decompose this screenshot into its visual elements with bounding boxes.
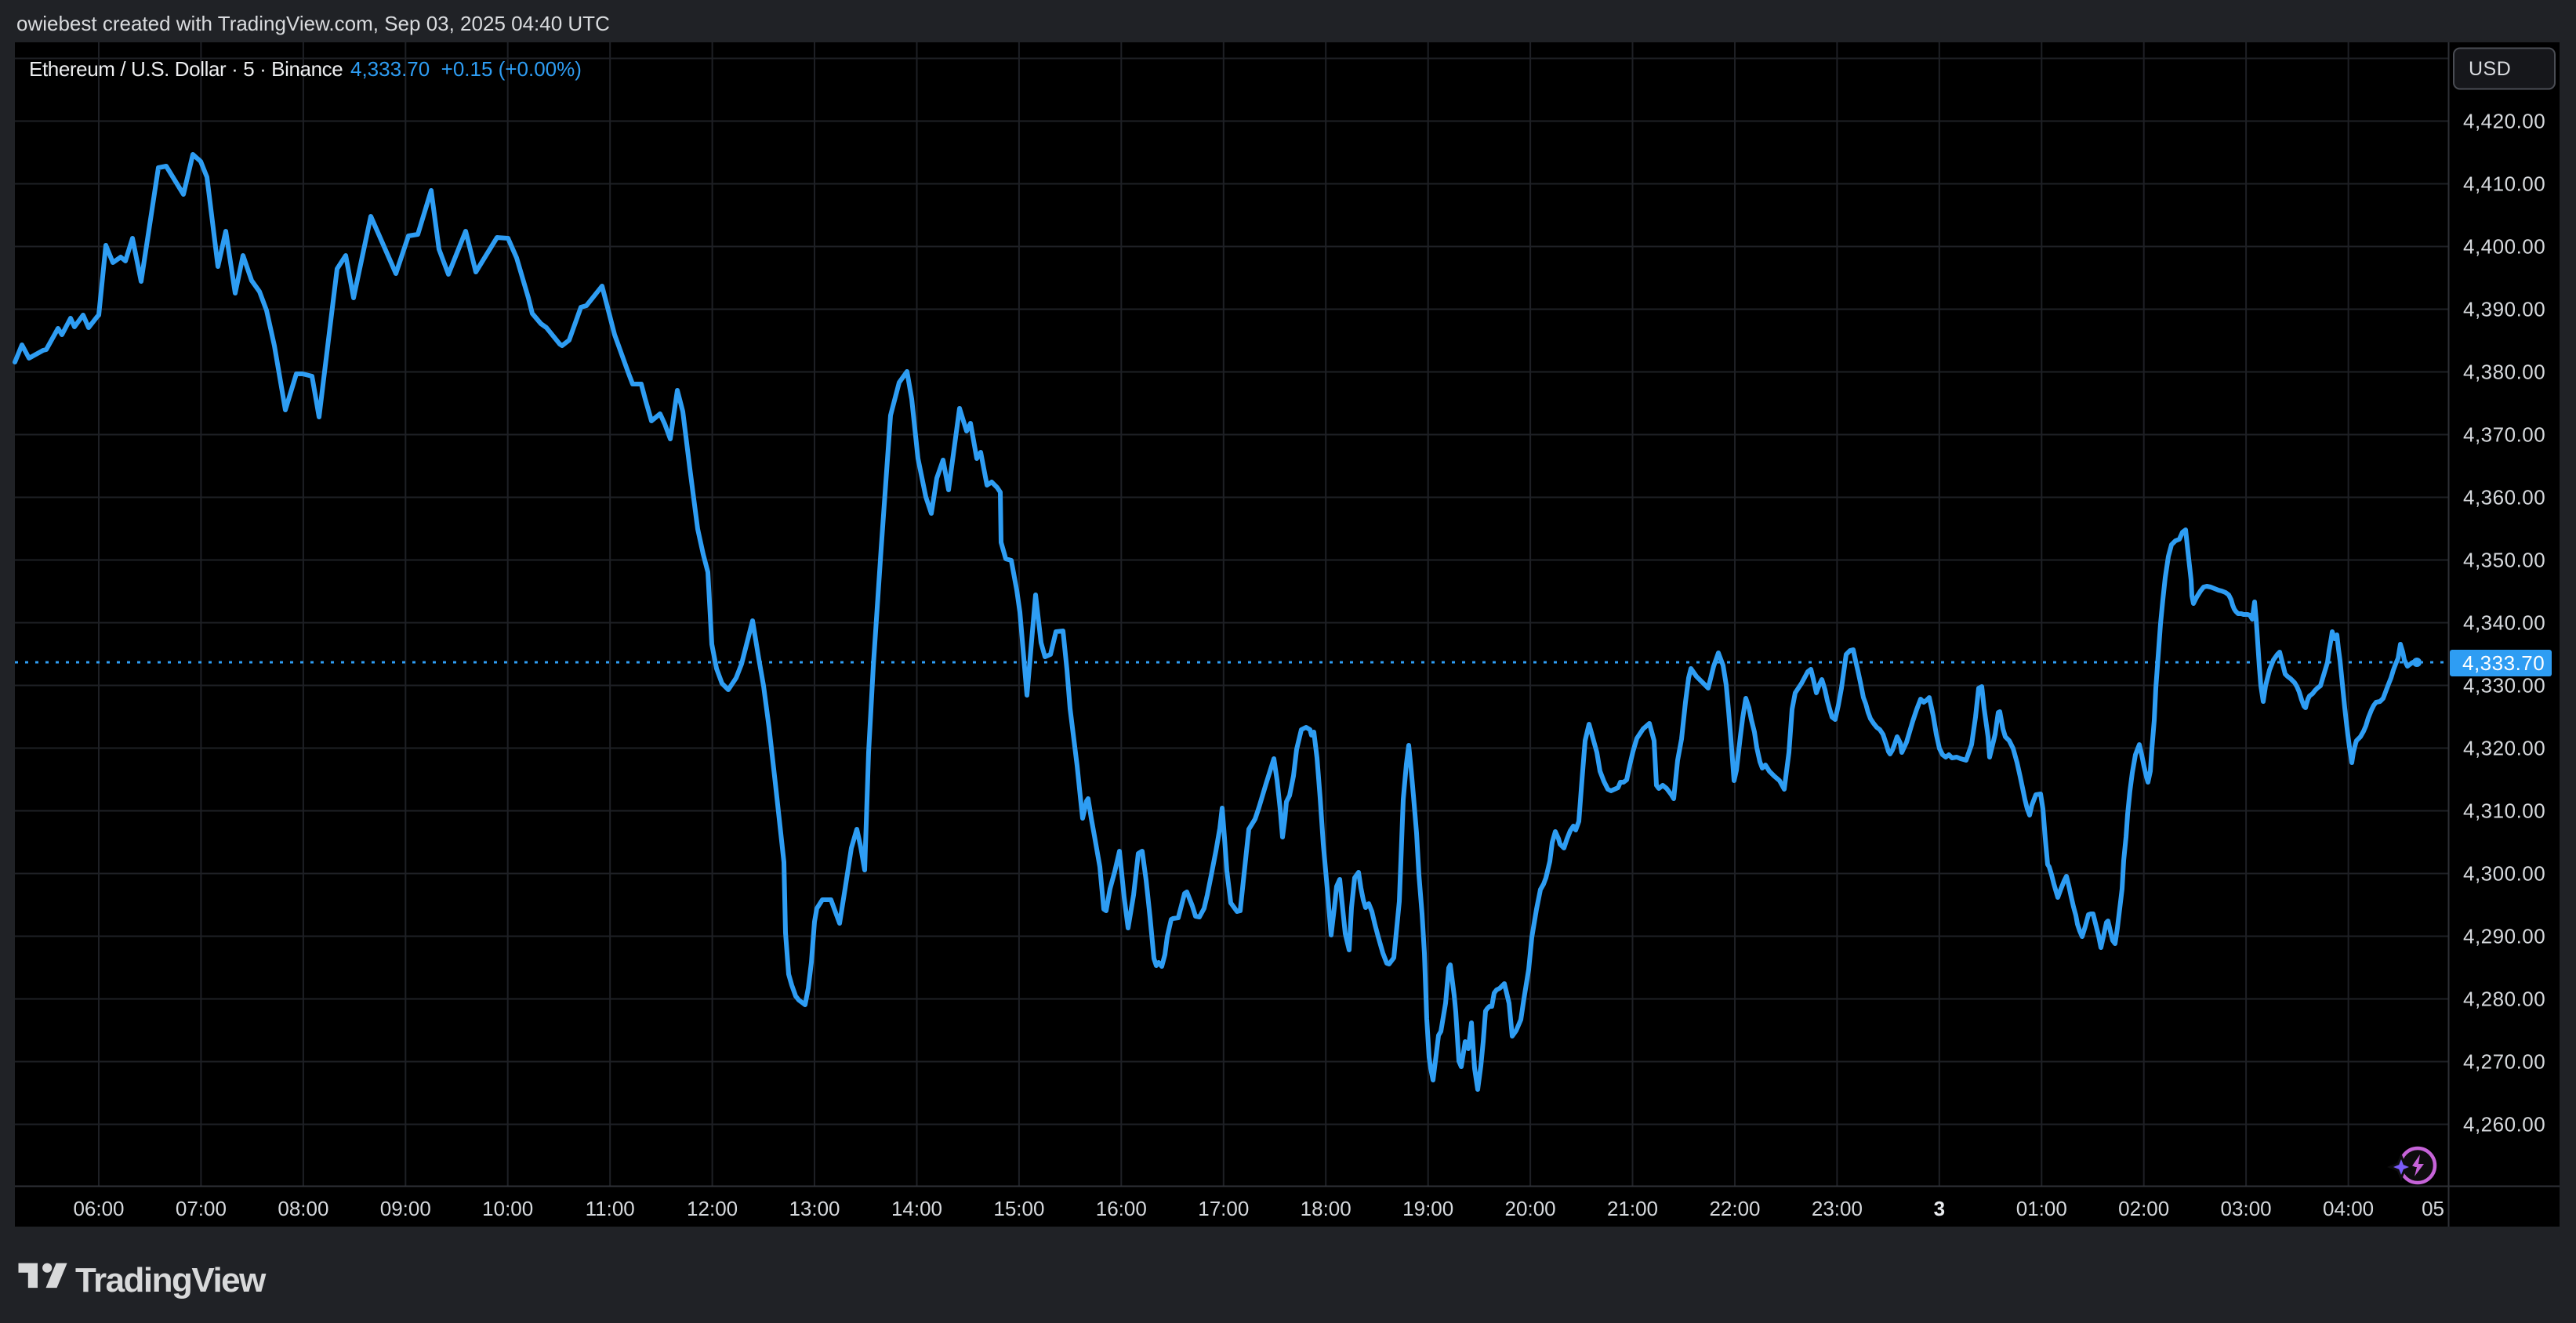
svg-text:10:00: 10:00 [482, 1197, 533, 1220]
svg-text:01:00: 01:00 [2016, 1197, 2067, 1220]
svg-text:11:00: 11:00 [586, 1197, 635, 1220]
svg-text:4,410.00: 4,410.00 [2463, 172, 2545, 196]
svg-text:14:00: 14:00 [891, 1197, 942, 1220]
svg-text:05: 05 [2422, 1197, 2444, 1220]
svg-text:4,260.00: 4,260.00 [2463, 1113, 2545, 1136]
svg-text:4,420.00: 4,420.00 [2463, 110, 2545, 133]
svg-text:3: 3 [1934, 1197, 1945, 1220]
svg-text:4,360.00: 4,360.00 [2463, 486, 2545, 509]
svg-text:4,350.00: 4,350.00 [2463, 549, 2545, 572]
svg-text:Ethereum / U.S. Dollar · 5 · B: Ethereum / U.S. Dollar · 5 · Binance [29, 57, 343, 81]
svg-text:4,370.00: 4,370.00 [2463, 423, 2545, 447]
svg-text:4,333.70 +0.15 (+0.00%): 4,333.70 +0.15 (+0.00%) [350, 57, 582, 81]
svg-text:23:00: 23:00 [1812, 1197, 1863, 1220]
svg-text:12:00: 12:00 [687, 1197, 738, 1220]
svg-text:owiebest created with TradingV: owiebest created with TradingView.com, S… [16, 12, 610, 35]
svg-text:4,300.00: 4,300.00 [2463, 862, 2545, 886]
svg-text:4,330.00: 4,330.00 [2463, 674, 2545, 698]
svg-text:4,280.00: 4,280.00 [2463, 988, 2545, 1011]
svg-text:08:00: 08:00 [278, 1197, 328, 1220]
svg-text:22:00: 22:00 [1709, 1197, 1760, 1220]
svg-text:18:00: 18:00 [1301, 1197, 1351, 1220]
svg-text:09:00: 09:00 [380, 1197, 431, 1220]
svg-text:20:00: 20:00 [1505, 1197, 1556, 1220]
svg-text:16:00: 16:00 [1096, 1197, 1147, 1220]
svg-text:4,320.00: 4,320.00 [2463, 737, 2545, 760]
svg-text:13:00: 13:00 [789, 1197, 840, 1220]
svg-text:TradingView: TradingView [75, 1261, 267, 1299]
svg-text:4,270.00: 4,270.00 [2463, 1050, 2545, 1074]
svg-text:07:00: 07:00 [176, 1197, 227, 1220]
svg-text:4,310.00: 4,310.00 [2463, 799, 2545, 823]
svg-text:17:00: 17:00 [1198, 1197, 1249, 1220]
svg-text:04:00: 04:00 [2323, 1197, 2374, 1220]
svg-text:4,380.00: 4,380.00 [2463, 361, 2545, 384]
svg-text:21:00: 21:00 [1607, 1197, 1658, 1220]
svg-text:4,340.00: 4,340.00 [2463, 611, 2545, 635]
svg-text:03:00: 03:00 [2221, 1197, 2272, 1220]
svg-text:USD: USD [2469, 58, 2511, 80]
svg-text:19:00: 19:00 [1402, 1197, 1453, 1220]
svg-text:02:00: 02:00 [2118, 1197, 2169, 1220]
svg-text:15:00: 15:00 [993, 1197, 1044, 1220]
svg-text:4,333.70: 4,333.70 [2462, 651, 2545, 675]
svg-text:4,390.00: 4,390.00 [2463, 298, 2545, 321]
svg-text:06:00: 06:00 [73, 1197, 124, 1220]
svg-text:4,290.00: 4,290.00 [2463, 925, 2545, 948]
svg-text:4,400.00: 4,400.00 [2463, 235, 2545, 259]
